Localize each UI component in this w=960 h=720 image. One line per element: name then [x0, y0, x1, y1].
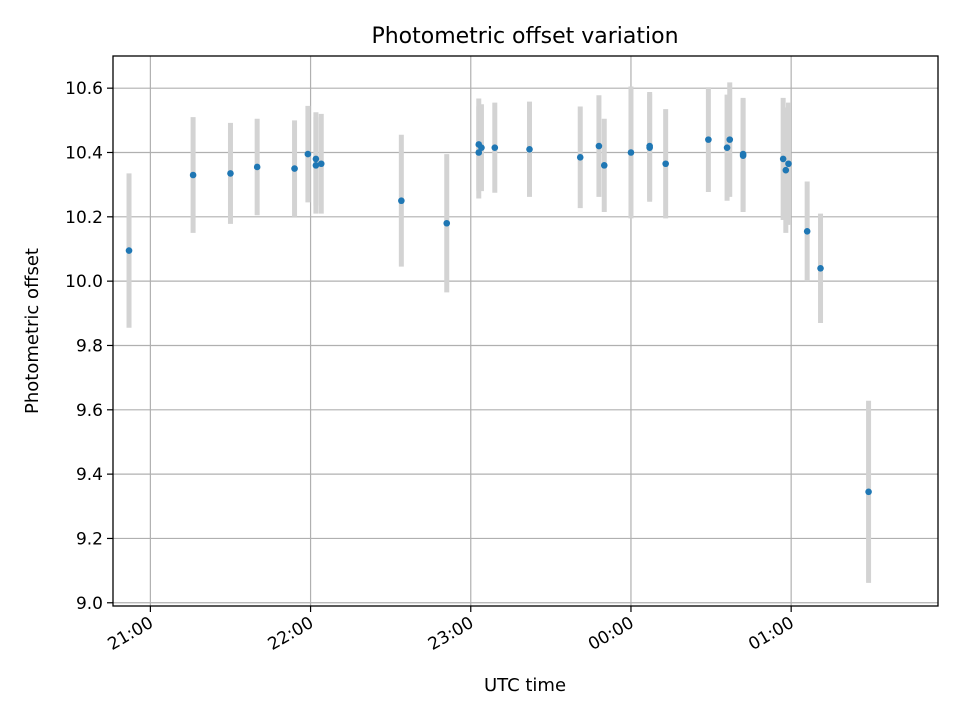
y-axis-label: Photometric offset	[22, 248, 43, 414]
data-point	[726, 136, 734, 143]
x-tick-label: 22:00	[265, 613, 317, 655]
data-point	[865, 488, 872, 496]
x-tick-label: 23:00	[425, 613, 477, 655]
data-point	[782, 166, 790, 174]
data-point	[723, 144, 731, 151]
data-point	[576, 154, 584, 161]
data-point	[785, 160, 792, 168]
x-tick-label: 21:00	[104, 613, 156, 655]
x-tick-label: 00:00	[585, 613, 637, 655]
data-point	[646, 144, 653, 151]
data-point	[398, 197, 405, 205]
plot-frame	[112, 55, 939, 607]
y-tick-label: 9.4	[76, 465, 103, 485]
data-point	[189, 171, 197, 179]
y-tick-label: 9.0	[76, 594, 103, 614]
data-point	[779, 155, 787, 163]
data-point	[125, 247, 133, 254]
data-point	[253, 163, 261, 171]
grid	[113, 56, 938, 606]
y-tick-label: 10.0	[65, 272, 103, 292]
data-point	[304, 150, 312, 158]
data-point	[627, 149, 635, 156]
data-point	[291, 165, 298, 172]
y-tick-label: 10.2	[65, 208, 103, 228]
data-point	[443, 219, 451, 227]
data-point	[595, 142, 603, 150]
y-tick-label: 10.4	[65, 143, 103, 163]
data-point	[475, 149, 483, 156]
y-tick-label: 9.2	[76, 529, 103, 549]
data-point	[227, 170, 234, 177]
x-axis-label: UTC time	[484, 675, 566, 696]
x-tick-labels: 21:00 22:00 23:00 00:00 01:00	[104, 613, 797, 655]
data-point	[312, 162, 320, 169]
data-point	[491, 144, 499, 151]
y-tick-label: 9.8	[76, 336, 103, 356]
x-tick-label: 01:00	[745, 613, 797, 655]
data-point	[739, 150, 747, 158]
data-points	[125, 136, 872, 496]
data-point	[705, 136, 712, 143]
axis-ticks	[107, 87, 792, 612]
data-point	[312, 155, 320, 163]
y-tick-labels: 9.0 9.2 9.4 9.6 9.8 10.0 10.2 10.4 10.6	[65, 79, 103, 614]
data-point	[317, 160, 325, 168]
data-point	[526, 145, 533, 153]
data-point	[803, 227, 811, 235]
data-point	[478, 144, 485, 151]
data-point	[662, 160, 669, 168]
y-tick-label: 10.6	[65, 79, 103, 99]
chart-title: Photometric offset variation	[371, 24, 678, 49]
data-point	[600, 162, 608, 169]
error-bars	[126, 82, 872, 583]
y-tick-label: 9.6	[76, 401, 103, 421]
data-point	[817, 264, 824, 272]
